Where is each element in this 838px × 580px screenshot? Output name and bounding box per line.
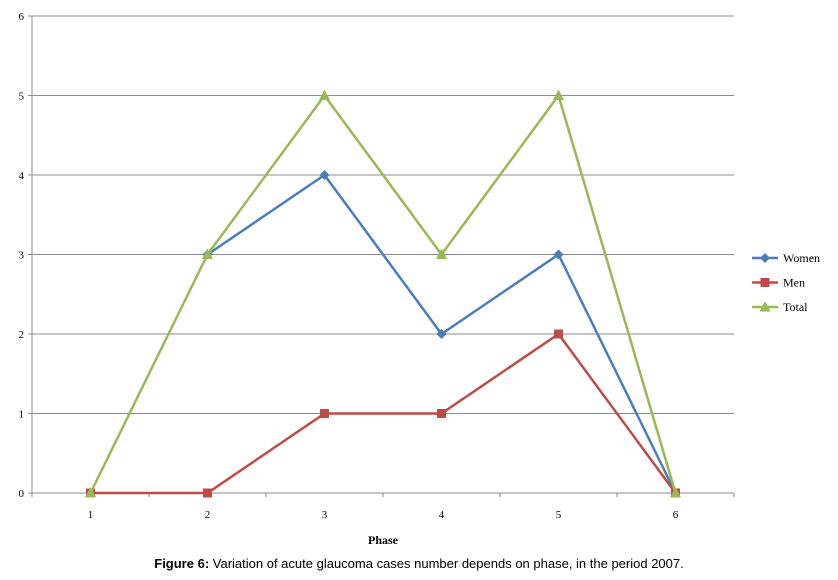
legend-marker-men: [760, 278, 770, 287]
data-point-total: [436, 248, 447, 259]
data-point-total: [202, 248, 213, 259]
series-line-total: [89, 94, 677, 494]
data-point-women: [553, 249, 564, 260]
y-tick-label: 2: [19, 329, 25, 341]
x-tick-label: 6: [673, 509, 679, 521]
y-tick-label: 6: [19, 11, 25, 23]
data-point-total: [319, 89, 330, 100]
legend: Women Men Total: [752, 251, 820, 314]
x-tick-label: 1: [88, 509, 94, 521]
y-tick-label: 5: [19, 91, 25, 103]
x-tick-label: 5: [556, 509, 562, 521]
x-axis-title: Phase: [368, 533, 399, 547]
gridlines: [32, 15, 734, 414]
series-lines: [85, 89, 681, 498]
x-tick-label: 3: [322, 509, 328, 521]
figure-caption: Figure 6: Variation of acute glaucoma ca…: [0, 556, 838, 571]
data-point-men: [320, 409, 329, 418]
x-tick-label: 4: [439, 509, 445, 521]
y-tick-label: 4: [19, 170, 25, 182]
x-axis-ticks: 1 2 3 4 5 6: [31, 493, 735, 521]
y-tick-label: 1: [19, 409, 25, 421]
legend-label-total: Total: [783, 300, 808, 314]
legend-marker-total: [759, 301, 771, 312]
x-tick-label: 2: [205, 509, 211, 521]
data-point-total: [85, 487, 96, 498]
data-point-men: [554, 329, 563, 339]
data-point-women: [436, 329, 447, 339]
data-point-total: [670, 487, 681, 498]
data-point-women: [319, 170, 330, 180]
y-axis-ticks: 0 1 2 3 4 5 6: [19, 11, 32, 500]
data-point-men: [203, 488, 212, 498]
series-line-men: [90, 332, 677, 495]
data-point-men: [437, 409, 446, 418]
data-point-total: [553, 89, 564, 100]
caption-text: Variation of acute glaucoma cases number…: [209, 556, 684, 571]
legend-label-women: Women: [783, 251, 820, 265]
line-chart: 0 1 2 3 4 5 6 1 2 3 4 5 6 Women Men Total Phase: [19, 11, 821, 547]
legend-marker-women: [760, 253, 770, 263]
y-tick-label: 3: [19, 250, 25, 262]
caption-label: Figure 6:: [154, 556, 210, 571]
legend-label-men: Men: [783, 276, 805, 290]
y-tick-label: 0: [19, 488, 25, 500]
